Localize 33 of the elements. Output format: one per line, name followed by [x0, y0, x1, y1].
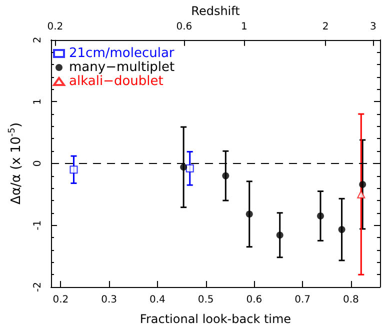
point	[357, 190, 366, 198]
y-tick-label: -1	[32, 220, 44, 230]
y-tick-label: -2	[32, 282, 44, 292]
point	[180, 164, 188, 171]
x2-tick-label: 2	[322, 21, 329, 32]
y-axis-title: Δα/α (x 10-5)	[8, 122, 24, 204]
x-tick-label: 0.4	[149, 294, 166, 306]
y-tick-label: 2	[32, 36, 44, 44]
x2-axis-title: Redshift	[191, 4, 240, 18]
x2-tick-label: 0.6	[176, 21, 192, 32]
x-tick-label: 0.5	[198, 294, 214, 306]
x-tick-label: 0.3	[101, 294, 118, 306]
point	[338, 226, 346, 234]
point	[276, 232, 284, 239]
point	[222, 172, 230, 180]
point	[70, 166, 78, 174]
x2-tick-label: 0.2	[47, 21, 64, 32]
x2-tick-label: 1	[240, 21, 248, 32]
legend-label: 21cm/molecular	[69, 46, 175, 61]
x-tick-label: 0.7	[294, 294, 311, 306]
legend-label: alkali−doublet	[69, 74, 164, 89]
point	[316, 212, 324, 220]
legend-label: many−multiplet	[69, 60, 175, 75]
point	[246, 210, 253, 218]
x-tick-label: 0.2	[52, 294, 69, 306]
y-tick-label: 1	[32, 98, 44, 105]
y-tick-label: 0	[32, 160, 44, 167]
point	[359, 180, 366, 188]
x2-tick-label: 3	[370, 21, 376, 32]
x-tick-label: 0.8	[343, 294, 359, 306]
x-tick-label: 0.6	[246, 294, 262, 306]
point	[186, 164, 194, 172]
x-axis-title: Fractional look-back time	[140, 312, 292, 326]
